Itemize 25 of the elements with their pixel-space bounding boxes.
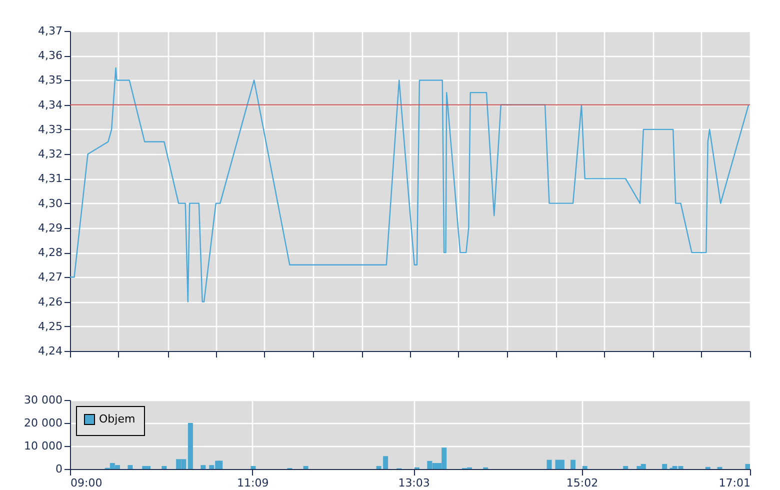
y-tick-label: 4,30 [38, 196, 62, 210]
y-tick-label: 4,26 [38, 295, 62, 308]
x-tick-label: 13:03 [398, 476, 430, 490]
y-tick-label: 4,34 [38, 98, 62, 112]
y-tick-label: 4,37 [38, 24, 62, 38]
y-tick-label: 4,28 [38, 246, 62, 260]
y-tick-label: 0 [56, 462, 62, 476]
x-tick-label: 09:00 [70, 476, 102, 490]
legend-label: Objem [99, 412, 136, 426]
y-tick-label: 4,32 [38, 148, 62, 161]
y-tick-label: 30 000 [24, 394, 62, 406]
y-tick-label: 4,31 [38, 172, 62, 186]
y-tick-label: 4,25 [38, 320, 62, 333]
x-tick-label: 11:09 [237, 476, 269, 490]
y-tick-label: 4,35 [38, 74, 62, 87]
x-tick-label: 17:01 [718, 476, 750, 490]
y-tick-label: 20 000 [24, 416, 62, 430]
y-tick-label: 4,24 [38, 344, 62, 358]
y-tick-label: 4,33 [38, 122, 62, 136]
y-tick-label: 10 000 [24, 440, 62, 452]
y-tick-label: 4,27 [38, 270, 62, 284]
y-tick-label: 4,36 [38, 49, 62, 62]
line-series [70, 67, 750, 302]
x-tick-label: 15:02 [566, 476, 598, 490]
y-tick-label: 4,29 [38, 221, 62, 234]
